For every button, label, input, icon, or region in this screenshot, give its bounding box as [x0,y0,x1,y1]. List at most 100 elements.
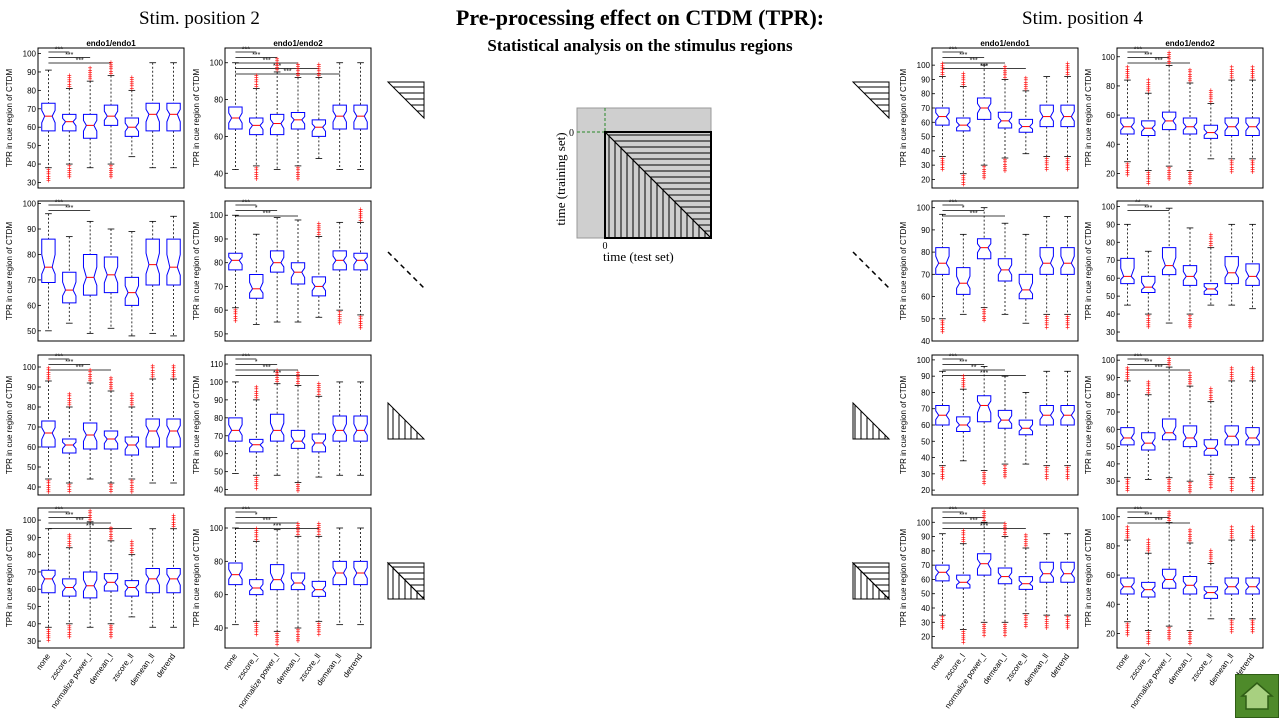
outlier-marker: + [1003,620,1008,629]
box [1141,120,1156,136]
outlier-marker: + [88,372,93,381]
outlier-marker: + [109,382,114,391]
outlier-marker: + [1003,521,1008,530]
outlier-marker: + [1209,391,1214,400]
outlier-marker: + [46,488,51,497]
box [997,409,1013,429]
y-tick-label: 80 [214,557,223,566]
outlier-marker: + [1167,57,1172,66]
y-tick-label: 70 [1106,408,1115,417]
y-tick-label: 100 [23,200,37,209]
outlier-marker: + [1146,316,1151,325]
outlier-marker: + [67,73,72,82]
outlier-marker: + [1125,161,1130,170]
outlier-marker: + [1188,639,1193,648]
outlier-marker: + [1209,95,1214,104]
panel-frame [37,200,185,342]
y-tick-label: 60 [921,293,930,302]
y-tick-label: 100 [917,356,931,365]
y-tick-label: 20 [921,633,930,642]
y-tick-label: 50 [27,142,36,151]
outlier-marker: + [1146,628,1151,637]
outlier-marker: + [982,624,987,633]
outlier-marker: + [296,370,301,379]
significance-label: * [255,205,258,212]
y-axis-label: TPR in cue region of CTDM [1084,222,1093,321]
outlier-marker: + [67,487,72,496]
outlier-marker: + [130,544,135,553]
y-axis-label: TPR in cue region of CTDM [5,529,14,628]
outlier-marker: + [1229,368,1234,377]
outlier-marker: + [1167,514,1172,523]
outlier-marker: + [1167,477,1172,486]
outlier-marker: + [67,398,72,407]
outlier-marker: + [67,632,72,641]
y-tick-label: 60 [921,118,930,127]
dashed-diagonal-icon [387,251,425,289]
significance-label: *** [263,518,271,525]
outlier-marker: + [296,174,301,183]
box [145,238,160,286]
outlier-marker: + [1003,73,1008,82]
box [145,102,160,132]
outlier-marker: + [1003,470,1008,479]
outlier-marker: + [1125,159,1130,168]
home-button[interactable] [1235,674,1279,718]
box [1182,576,1198,595]
y-tick-label: 80 [1106,238,1115,247]
outlier-marker: + [1003,631,1008,640]
outlier-marker: + [88,377,93,386]
y-tick-label: 100 [23,50,37,59]
outlier-marker: + [171,370,176,379]
outlier-marker: + [1065,463,1070,472]
outlier-marker: + [88,70,93,79]
outlier-marker: + [254,533,259,542]
box [1245,117,1260,136]
outlier-marker: + [982,470,987,479]
outlier-marker: + [46,165,51,174]
outlier-marker: + [1167,48,1172,57]
outlier-marker: + [1044,472,1049,481]
y-axis-label: TPR in cue region of CTDM [192,69,201,168]
outlier-marker: + [1065,158,1070,167]
outlier-marker: + [1003,626,1008,635]
outlier-marker: + [46,625,51,634]
vertical-hatch-lower-triangle-icon [387,401,426,440]
box [976,97,992,120]
outlier-marker: + [1065,472,1070,481]
outlier-marker: + [1044,321,1049,330]
significance-label: *** [970,58,978,65]
box [332,415,347,442]
outlier-marker: + [1125,531,1130,540]
significance-label: *** [65,359,73,366]
outlier-marker: + [358,323,363,332]
box [1203,283,1219,295]
outlier-marker: + [940,470,945,479]
outlier-marker: + [1146,632,1151,641]
outlier-marker: + [1024,80,1029,89]
outlier-marker: + [1167,358,1172,367]
outlier-marker: + [317,528,322,537]
outlier-marker: + [1146,547,1151,556]
outlier-marker: + [358,312,363,321]
y-tick-label: 100 [210,378,224,387]
significance-label: *** [1134,507,1142,514]
outlier-marker: + [109,481,114,490]
outlier-marker: + [1003,164,1008,173]
y-tick-label: 30 [921,161,930,170]
outlier-marker: + [1188,172,1193,181]
outlier-marker: + [67,539,72,548]
box [1141,432,1156,451]
box [1141,581,1156,598]
outlier-marker: + [130,539,135,548]
outlier-marker: + [1167,635,1172,644]
outlier-marker: + [88,374,93,383]
outlier-marker: + [1146,179,1151,188]
y-tick-label: 80 [214,96,223,105]
outlier-marker: + [982,169,987,178]
outlier-marker: + [1167,164,1172,173]
outlier-marker: + [940,472,945,481]
outlier-marker: + [46,170,51,179]
outlier-marker: + [275,54,280,63]
